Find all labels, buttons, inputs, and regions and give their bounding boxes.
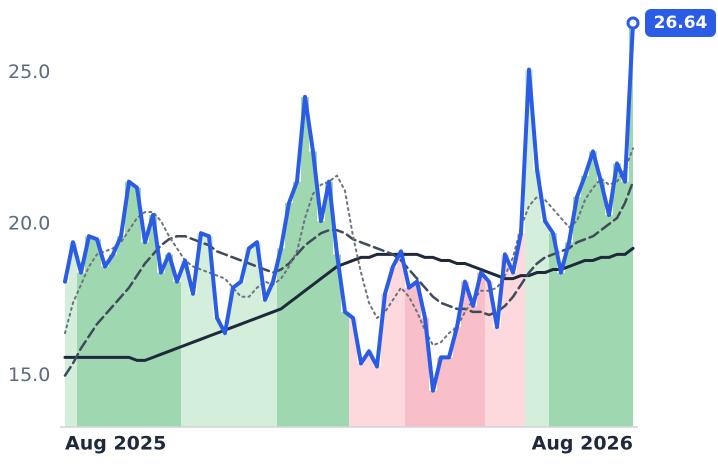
area-segment: [117, 236, 125, 427]
area-segment: [477, 272, 485, 427]
area-segment: [301, 96, 309, 427]
area-segment: [333, 254, 341, 427]
area-segment: [253, 242, 261, 427]
area-segment: [413, 281, 421, 427]
area-segment: [493, 327, 501, 427]
area-segment: [293, 181, 301, 427]
area-segment: [285, 202, 293, 427]
series-line: [63, 21, 635, 393]
area-segment: [165, 254, 173, 427]
area-segment: [533, 169, 541, 427]
area-segment: [229, 287, 237, 427]
last-value-badge: [645, 9, 716, 38]
x-tick-label: Aug 2026: [532, 433, 633, 455]
area-segment: [213, 317, 221, 427]
area-segment: [173, 281, 181, 427]
area-segment: [565, 242, 573, 427]
area-segment: [197, 233, 205, 427]
last-value-label: 26.64: [654, 13, 708, 33]
area-segment: [205, 236, 213, 427]
area-segment: [357, 363, 365, 427]
area-segment: [573, 196, 581, 427]
area-segment: [189, 293, 197, 427]
area-segment: [221, 333, 229, 427]
area-segment: [509, 272, 517, 427]
series-line: [63, 246, 635, 362]
area-segment: [453, 327, 461, 427]
x-tick-label: Aug 2025: [65, 433, 166, 455]
area-segment: [93, 239, 101, 427]
area-segment: [237, 281, 245, 427]
series-line: [64, 147, 634, 347]
area-segment: [277, 248, 285, 427]
area-segment: [269, 281, 277, 427]
y-tick-label: 15.0: [8, 364, 50, 386]
area-segment: [65, 281, 69, 427]
y-tick-label: 20.0: [8, 213, 50, 235]
area-segment: [461, 281, 469, 427]
area-segment: [445, 357, 453, 427]
area-segment: [381, 293, 389, 427]
area-segment: [429, 390, 437, 427]
area-segment: [597, 181, 605, 427]
area-segment: [485, 281, 493, 427]
area-segment: [133, 187, 141, 427]
area-segment: [109, 254, 117, 427]
area-segment: [245, 248, 253, 427]
area-segment: [629, 23, 633, 428]
area-segment: [85, 236, 93, 427]
area-segment: [141, 242, 149, 427]
area-segment: [325, 181, 333, 427]
area-segment: [405, 287, 413, 427]
area-segment: [365, 351, 373, 427]
area-segment: [389, 266, 397, 427]
area-segment: [309, 151, 317, 427]
area-segment: [605, 215, 613, 427]
series-line: [63, 180, 635, 377]
area-segment: [549, 233, 557, 427]
y-tick-label: 25.0: [8, 61, 50, 83]
area-segment: [541, 221, 549, 427]
area-segment: [501, 254, 509, 427]
area-segment: [261, 299, 269, 427]
area-segment: [149, 215, 157, 427]
area-segment: [101, 266, 109, 427]
area-segment: [69, 242, 77, 427]
last-point: [626, 16, 640, 30]
area-segment: [589, 151, 597, 427]
area-segment: [421, 317, 429, 427]
area-segment: [581, 175, 589, 427]
area-segment: [613, 163, 621, 427]
area-segment: [373, 366, 381, 427]
area-segment: [525, 69, 533, 428]
area-segment: [469, 305, 477, 427]
area-segment: [349, 317, 357, 427]
area-segment: [517, 233, 525, 427]
area-segment: [557, 272, 565, 427]
area-segment: [317, 221, 325, 427]
area-segment: [621, 181, 629, 427]
area-segment: [437, 357, 445, 427]
area-segment: [125, 181, 133, 427]
area-segment: [341, 311, 349, 427]
area-segment: [397, 251, 405, 427]
area-segment: [157, 272, 165, 427]
